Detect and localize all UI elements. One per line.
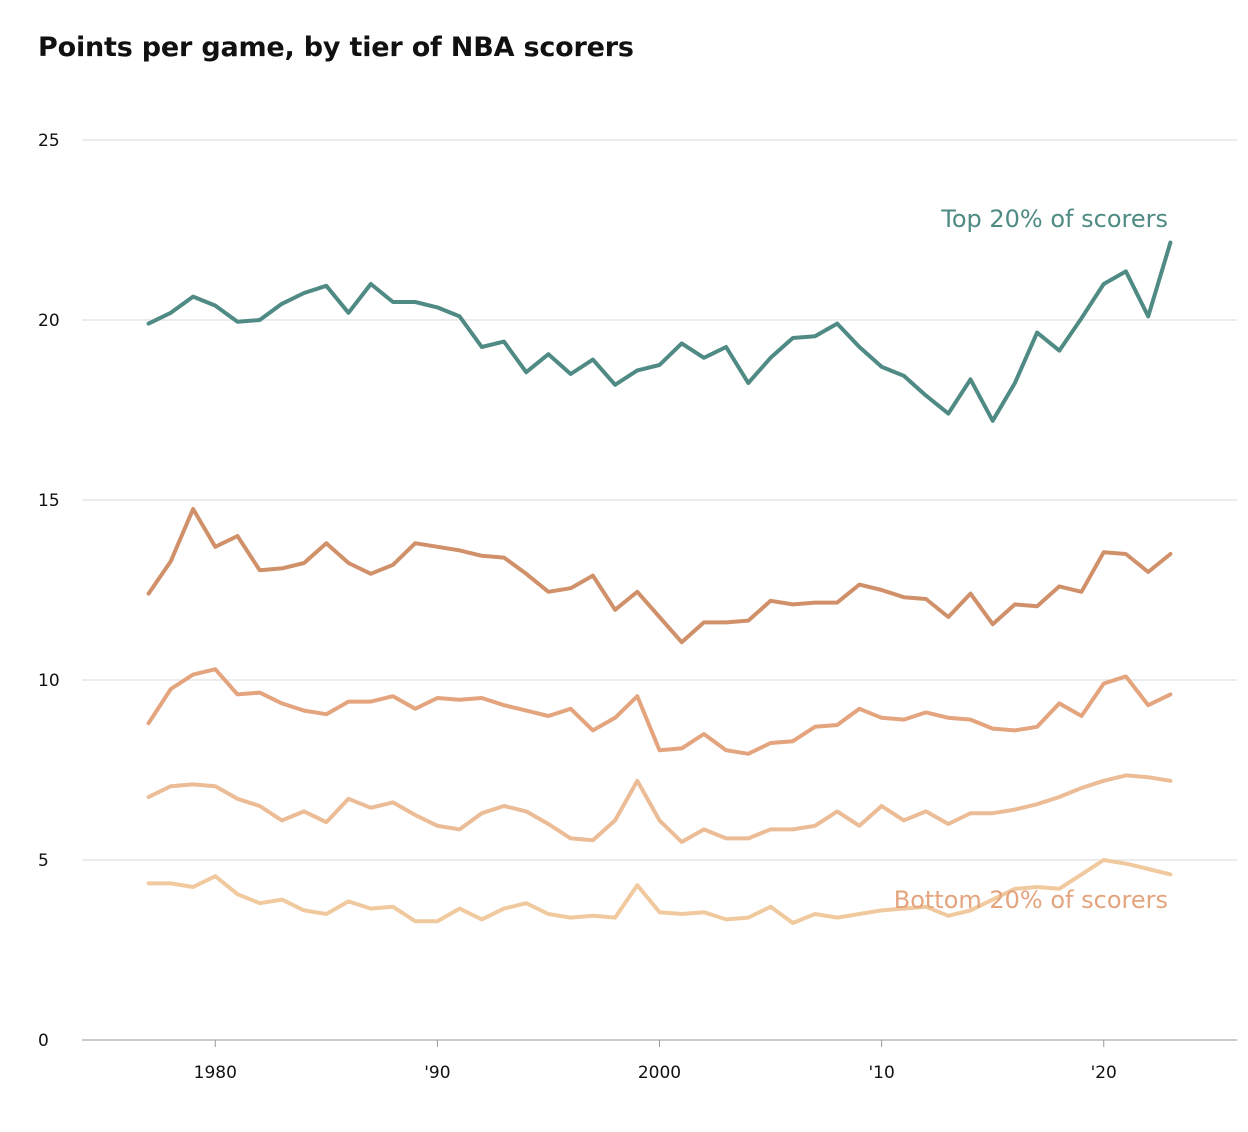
chart-title: Points per game, by tier of NBA scorers [38,32,634,63]
y-tick-label: 20 [38,311,60,331]
series-lines [146,240,1173,925]
annotation-top-tier: Top 20% of scorers [940,205,1168,233]
x-tick-label: '20 [1091,1063,1117,1083]
x-tick-label: 2000 [638,1063,681,1083]
series-line-3 [146,667,1173,756]
x-tick-label: '90 [424,1063,450,1083]
y-tick-label: 5 [38,851,49,871]
x-tick-label: '10 [868,1063,894,1083]
y-tick-label: 0 [38,1031,49,1051]
annotations: Top 20% of scorers Bottom 20% of scorers [894,205,1168,914]
x-tick-label: 1980 [194,1063,237,1083]
annotation-bottom-tier: Bottom 20% of scorers [894,886,1168,914]
series-line-4 [146,773,1173,844]
series-line-2 [146,507,1173,645]
gridlines [82,139,1237,1041]
y-axis: 0 5 10 15 20 25 [38,131,60,1051]
series-line-5 [146,858,1173,925]
y-tick-label: 15 [38,491,60,511]
series-line-1 [146,240,1173,423]
x-axis: 1980 '90 2000 '10 '20 [194,1040,1117,1083]
y-tick-label: 25 [38,131,60,151]
y-tick-label: 10 [38,671,60,691]
